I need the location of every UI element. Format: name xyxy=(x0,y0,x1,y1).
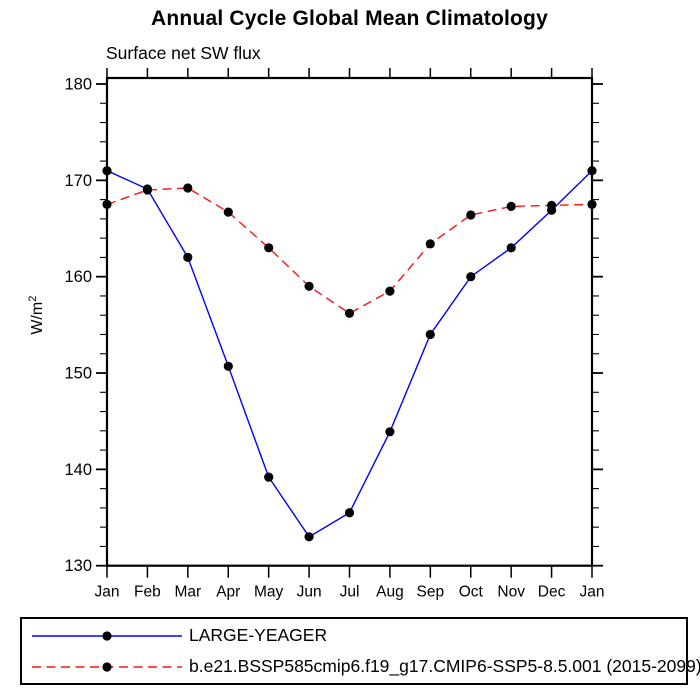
x-tick-label: Jan xyxy=(95,584,120,601)
series-line-0 xyxy=(106,170,593,538)
legend-box: LARGE-YEAGER b.e21.BSSP585cmip6.f19_g17.… xyxy=(20,617,700,685)
data-point-marker xyxy=(425,239,435,249)
series-line-1 xyxy=(106,187,593,315)
legend-line-sample-solid xyxy=(32,630,182,641)
x-tick-label: Sep xyxy=(417,584,445,601)
data-point-marker xyxy=(264,472,274,482)
x-tick-label: Mar xyxy=(174,584,201,601)
data-point-marker xyxy=(466,272,476,282)
data-point-marker xyxy=(547,200,557,210)
data-point-marker xyxy=(344,308,355,318)
x-tick-label: Aug xyxy=(376,584,404,601)
data-point-marker xyxy=(183,183,193,193)
data-point-marker xyxy=(587,199,597,209)
y-tick-label: 140 xyxy=(64,461,92,479)
legend-item: b.e21.BSSP585cmip6.f19_g17.CMIP6-SSP5-8.… xyxy=(29,651,700,682)
chart-subtitle: Surface net SW flux xyxy=(106,43,261,63)
y-tick-label: 130 xyxy=(64,557,92,575)
data-point-marker xyxy=(425,329,435,340)
legend-item-label: LARGE-YEAGER xyxy=(189,625,328,645)
data-point-marker xyxy=(223,361,233,371)
data-point-marker xyxy=(142,185,152,195)
data-point-marker xyxy=(506,201,516,211)
data-point-marker xyxy=(102,166,112,176)
data-point-marker xyxy=(183,252,193,262)
x-tick-label: Jun xyxy=(297,584,322,601)
data-point-marker xyxy=(506,243,516,253)
x-tick-label: Jan xyxy=(580,584,605,601)
data-point-marker xyxy=(466,210,476,220)
x-tick-label: Oct xyxy=(459,584,484,601)
x-tick-label: May xyxy=(254,584,284,601)
y-tick-label: 160 xyxy=(64,268,92,286)
legend-item: LARGE-YEAGER xyxy=(29,620,686,651)
data-point-marker xyxy=(385,286,395,296)
data-point-marker xyxy=(223,207,233,217)
y-tick-label: 150 xyxy=(64,365,92,383)
x-tick-label: Dec xyxy=(538,584,566,601)
x-tick-label: Apr xyxy=(216,584,240,601)
data-point-marker xyxy=(385,427,395,437)
data-point-marker xyxy=(304,532,314,542)
chart-title: Annual Cycle Global Mean Climatology xyxy=(151,7,548,30)
data-point-marker xyxy=(304,281,314,291)
x-tick-label: Jul xyxy=(340,584,360,601)
plot-frame xyxy=(105,76,594,567)
data-point-marker xyxy=(264,243,274,253)
y-tick-label: 170 xyxy=(64,172,92,190)
data-point-marker xyxy=(344,508,355,518)
y-tick-label: 180 xyxy=(64,76,92,94)
legend-item-label: b.e21.BSSP585cmip6.f19_g17.CMIP6-SSP5-8.… xyxy=(189,656,700,676)
data-point-marker xyxy=(102,199,112,209)
x-tick-label: Nov xyxy=(497,584,525,601)
x-tick-label: Feb xyxy=(134,584,161,601)
legend-line-sample-dashed xyxy=(32,661,182,672)
data-point-marker xyxy=(587,166,597,176)
